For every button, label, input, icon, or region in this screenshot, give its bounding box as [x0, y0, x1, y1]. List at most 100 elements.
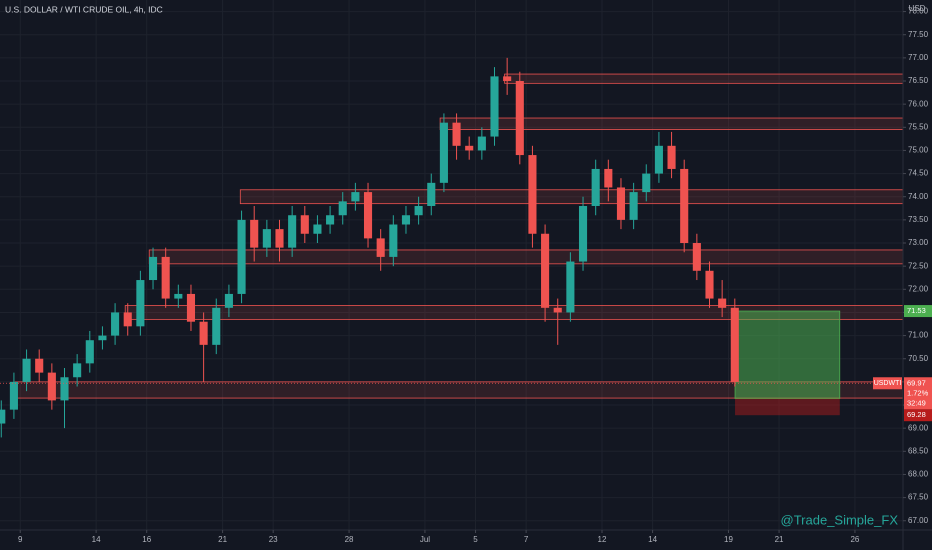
candle-body [161, 256, 170, 299]
y-tick-label: 75.50 [908, 122, 929, 131]
plot [0, 57, 904, 438]
y-tick-label: 76.50 [908, 76, 929, 85]
y-tick-label: 73.00 [908, 238, 929, 247]
candle-body [237, 219, 246, 294]
candle-body [35, 358, 44, 373]
stop-box [735, 398, 840, 416]
candle-body [705, 270, 714, 299]
candle-body [541, 233, 550, 308]
symbol-tag [873, 377, 902, 390]
candle-body [0, 409, 6, 424]
y-tick-label: 68.00 [908, 470, 929, 479]
y-tick-label: 71.00 [908, 331, 929, 340]
y-tick-label: 68.50 [908, 446, 929, 455]
last-price-label: 69.97 [907, 378, 926, 387]
candle-body [123, 312, 132, 327]
candle-body [98, 335, 107, 341]
x-tick-label: 14 [92, 535, 101, 544]
candle-body [389, 224, 398, 257]
candle-body [288, 215, 297, 248]
candle-body [326, 215, 335, 225]
candle-body [616, 187, 626, 220]
stop-label: 69.28 [907, 410, 926, 419]
candle-body [338, 201, 347, 216]
grid [0, 0, 903, 530]
last-price-marker [904, 377, 932, 410]
candle-body [553, 307, 562, 313]
candle-body [692, 243, 701, 271]
candle-body [490, 76, 499, 137]
candle-body [629, 192, 638, 220]
candle-body [730, 307, 739, 382]
y-tick-label: 72.00 [908, 284, 929, 293]
chart-title: U.S. DOLLAR / WTI CRUDE OIL, 4h, IDC [5, 4, 163, 14]
candle-body [414, 205, 423, 216]
target-label: 71.53 [907, 306, 926, 315]
candle-body [401, 215, 411, 225]
candle-body [452, 122, 461, 146]
candle-body [60, 377, 69, 401]
candle-body [528, 155, 537, 234]
x-tick-label: 12 [598, 535, 607, 544]
y-tick-label: 75.00 [908, 146, 929, 155]
resistance-zone [504, 73, 904, 84]
candle-body [642, 173, 651, 193]
candle-body [578, 205, 588, 262]
candle-body [250, 219, 259, 248]
y-tick-label: 72.50 [908, 261, 929, 270]
x-tick-label: 28 [345, 535, 354, 544]
candle-body [376, 238, 385, 257]
x-tick-label: 19 [724, 535, 733, 544]
candle-body [503, 76, 512, 82]
candle-body [680, 168, 689, 244]
candle-body [465, 145, 474, 151]
x-tick-label: 14 [648, 535, 657, 544]
x-tick-label: 9 [18, 535, 23, 544]
candle-body [174, 293, 183, 299]
x-tick-label: 5 [473, 535, 478, 544]
y-tick-label: 74.00 [908, 192, 929, 201]
resistance-zone [439, 117, 904, 131]
y-tick-label: 73.50 [908, 215, 929, 224]
candle-body [186, 293, 196, 322]
y-tick-label: 74.50 [908, 169, 929, 178]
y-tick-label: 70.50 [908, 354, 929, 363]
candle-body [439, 122, 448, 183]
last-change-label: 1.72% [907, 388, 929, 397]
candle-body [199, 321, 208, 345]
candle-body [275, 229, 284, 248]
y-tick-label: 77.50 [908, 30, 929, 39]
y-axis-label: USD [909, 4, 926, 13]
x-tick-label: Jul [420, 535, 430, 544]
candle-body [300, 215, 309, 234]
candle-body [515, 81, 524, 156]
candle-body [73, 363, 82, 378]
x-tick-label: 26 [850, 535, 859, 544]
candle-body [85, 340, 94, 364]
target-box [734, 310, 841, 399]
symbol-label: USDWTI [874, 380, 902, 387]
candle-body [427, 182, 436, 206]
candle-body [148, 256, 158, 281]
candle-body [47, 372, 56, 401]
candle-body [351, 192, 360, 202]
candle-body [224, 293, 233, 308]
candle-body [654, 145, 663, 174]
stop-marker [904, 409, 932, 422]
x-tick-label: 7 [524, 535, 529, 544]
target-marker [904, 305, 932, 318]
x-tick-label: 23 [269, 535, 278, 544]
candle-body [604, 168, 613, 188]
y-tick-label: 67.50 [908, 493, 929, 502]
y-tick-label: 67.00 [908, 516, 929, 525]
candle-body [313, 224, 322, 234]
y-tick-label: 69.00 [908, 423, 929, 432]
candle-body [718, 298, 727, 308]
candle-body [667, 145, 676, 169]
candle-body [212, 307, 221, 345]
candle-body [591, 168, 600, 206]
candle-body [477, 136, 486, 151]
countdown-label: 32:49 [907, 398, 926, 407]
y-tick-label: 77.00 [908, 53, 929, 62]
